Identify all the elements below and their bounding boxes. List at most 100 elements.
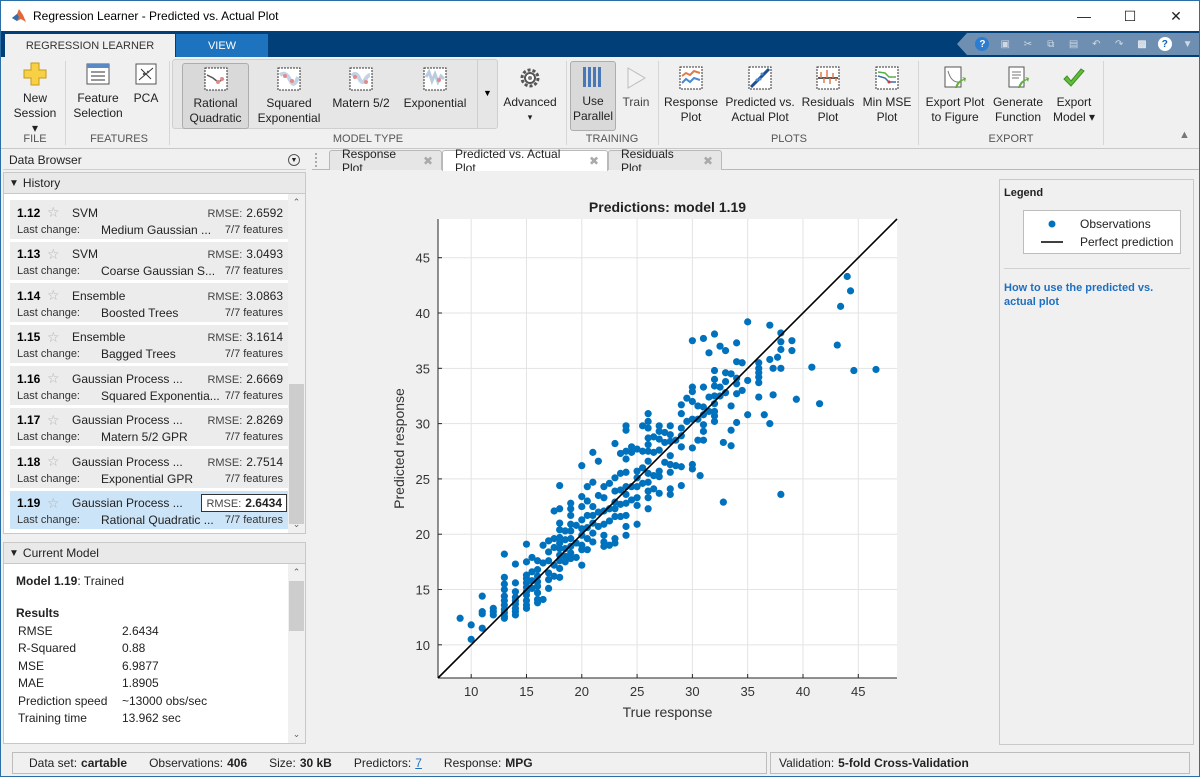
history-item[interactable]: 1.12 ☆ SVM RMSE: 2.6592 Last change: Medium Ga… <box>10 200 289 242</box>
observation-point <box>583 511 591 520</box>
pca-button[interactable]: PCA <box>129 61 163 106</box>
response-plot-button[interactable]: Response Plot <box>663 65 719 125</box>
predictors-link[interactable]: 7 <box>415 756 422 770</box>
new-session-button[interactable]: New Session ▾ <box>9 61 61 136</box>
maximize-button[interactable]: ☐ <box>1123 7 1137 24</box>
observation-point <box>589 448 597 456</box>
close-tab-icon[interactable]: ✖ <box>422 153 433 168</box>
observation-point <box>644 457 652 465</box>
close-tab-icon[interactable]: ✖ <box>702 153 713 168</box>
history-item[interactable]: 1.16 ☆ Gaussian Process ... RMSE: 2.6669 Last… <box>10 366 289 408</box>
tab-regression-learner[interactable]: REGRESSION LEARNER <box>5 34 175 57</box>
star-icon[interactable]: ☆ <box>47 370 60 386</box>
history-item[interactable]: 1.14 ☆ Ensemble RMSE: 3.0863 Last change: Boos… <box>10 283 289 325</box>
history-item[interactable]: 1.15 ☆ Ensemble RMSE: 3.1614 Last change: Bagg… <box>10 324 289 366</box>
observation-point <box>611 474 619 482</box>
help-icon[interactable]: ? <box>1157 37 1172 51</box>
export-plot-to-figure-button[interactable]: Export Plot to Figure <box>923 65 987 125</box>
model-matern-5-2-button[interactable]: Matern 5/2 <box>329 66 393 111</box>
use-parallel-toggle[interactable]: Use Parallel <box>570 61 616 131</box>
observation-point <box>699 421 708 429</box>
y-axis-label: Predicted response <box>391 388 407 509</box>
help-link[interactable]: How to use the predicted vs. actual plot <box>1004 282 1154 308</box>
tab-residuals-plot[interactable]: Residuals Plot ✖ <box>608 147 722 175</box>
close-button[interactable]: ✕ <box>1170 7 1182 24</box>
predicted-vs-actual-plot-button[interactable]: Predicted vs. Actual Plot <box>723 65 797 125</box>
generate-function-button[interactable]: Generate Function <box>991 65 1045 125</box>
star-icon[interactable]: ☆ <box>47 453 60 469</box>
history-scrollbar[interactable]: ⌃ ⌄ <box>288 194 305 533</box>
observation-point <box>550 572 558 580</box>
redo-icon[interactable]: ↷ <box>1114 38 1124 50</box>
save-icon[interactable]: ▣ <box>1000 38 1010 50</box>
star-icon[interactable]: ☆ <box>47 245 60 262</box>
model-squared-exponential-button[interactable]: Squared Exponential <box>255 66 323 126</box>
rmse-value: RMSE: 2.6592 <box>207 205 283 220</box>
observation-point <box>616 500 625 508</box>
close-tab-icon[interactable]: ✖ <box>588 154 599 168</box>
history-item[interactable]: 1.13 ☆ SVM RMSE: 3.0493 Last change: Coarse Ga… <box>10 241 289 283</box>
help-circle-icon[interactable]: ? <box>975 37 990 51</box>
predicted-vs-actual-chart[interactable]: 10 15 20 25 30 35 40 45 10 15 20 25 30 35 40 45 Predicti… <box>312 171 996 745</box>
scrollbar-thumb[interactable] <box>289 581 304 631</box>
copy-icon[interactable]: ⧉ <box>1047 38 1055 50</box>
observation-point <box>766 420 774 428</box>
observation-point <box>622 468 630 476</box>
observation-point <box>522 591 531 599</box>
feature-count: 7/7 features <box>224 472 283 485</box>
star-icon[interactable]: ☆ <box>47 411 60 428</box>
star-icon[interactable]: ☆ <box>47 287 60 303</box>
metric-row: Prediction speed ~13000 obs/sec <box>18 693 208 708</box>
history-item[interactable]: 1.18 ☆ Gaussian Process ... RMSE: 2.7514 Last… <box>10 449 289 491</box>
observation-point <box>578 561 586 569</box>
model-rational-quadratic-button[interactable]: Rational Quadratic <box>182 63 249 129</box>
observation-point <box>633 494 641 502</box>
collapse-ribbon-icon[interactable]: ▲ <box>1179 129 1190 141</box>
observation-point <box>478 610 486 618</box>
star-icon[interactable]: ☆ <box>47 494 60 511</box>
observation-point <box>556 481 564 490</box>
feature-selection-button[interactable]: Feature Selection <box>73 61 123 121</box>
min-mse-plot-button[interactable]: Min MSE Plot <box>859 65 915 125</box>
cut-icon[interactable]: ✂ <box>1023 38 1033 50</box>
train-button[interactable]: Train <box>620 65 652 110</box>
scrollbar-thumb[interactable] <box>289 384 304 524</box>
observation-point <box>578 493 586 501</box>
current-model-scrollbar[interactable]: ⌃ ⌄ <box>288 564 305 743</box>
minimize-button[interactable]: — <box>1077 8 1091 24</box>
scroll-up-icon[interactable]: ⌃ <box>292 197 301 207</box>
history-item[interactable]: 1.17 ☆ Gaussian Process ... RMSE: 2.8269 Last… <box>10 407 289 449</box>
undo-icon[interactable]: ↶ <box>1092 38 1101 50</box>
tab-view[interactable]: VIEW <box>176 34 268 57</box>
observation-point <box>710 330 719 338</box>
predicted-vs-actual-icon <box>747 65 773 91</box>
observation-point <box>589 502 597 511</box>
advanced-button[interactable]: Advanced ▾ <box>501 65 559 125</box>
star-icon[interactable]: ☆ <box>47 204 60 220</box>
min-mse-plot-icon <box>874 65 900 91</box>
observation-point <box>644 494 652 502</box>
observation-point <box>688 444 696 452</box>
scroll-down-icon[interactable]: ⌄ <box>292 729 301 739</box>
observation-point <box>622 447 630 455</box>
history-item[interactable]: 1.19 ☆ Gaussian Process ... RMSE: 2.6434 Last… <box>10 490 289 532</box>
feature-count: 7/7 features <box>224 223 283 236</box>
model-exponential-button[interactable]: Exponential <box>401 66 469 111</box>
scroll-up-icon[interactable]: ⌃ <box>292 567 301 577</box>
star-icon[interactable]: ☆ <box>47 328 60 345</box>
model-type: Gaussian Process ... <box>72 371 183 386</box>
scroll-down-icon[interactable]: ⌄ <box>292 519 301 529</box>
residuals-plot-button[interactable]: Residuals Plot <box>801 65 855 125</box>
panel-grip-handle[interactable] <box>315 153 319 167</box>
paste-icon[interactable]: ▤ <box>1068 38 1079 50</box>
options-dropdown-icon[interactable]: ▼ <box>1182 38 1193 50</box>
panel-options-icon[interactable]: ▼ <box>288 153 300 166</box>
history-section-header[interactable]: ▼ History <box>3 172 306 194</box>
export-model-button[interactable]: Export Model ▾ <box>1049 65 1099 125</box>
gallery-expand-button[interactable]: ▼ <box>477 60 497 128</box>
tab-predicted-vs-actual-plot[interactable]: Predicted vs. Actual Plot ✖ <box>442 147 608 175</box>
window-layout-icon[interactable]: ▩ <box>1137 38 1147 50</box>
tab-response-plot[interactable]: Response Plot ✖ <box>329 147 442 175</box>
current-model-section-header[interactable]: ▼ Current Model <box>3 542 306 564</box>
observation-point <box>605 517 614 525</box>
